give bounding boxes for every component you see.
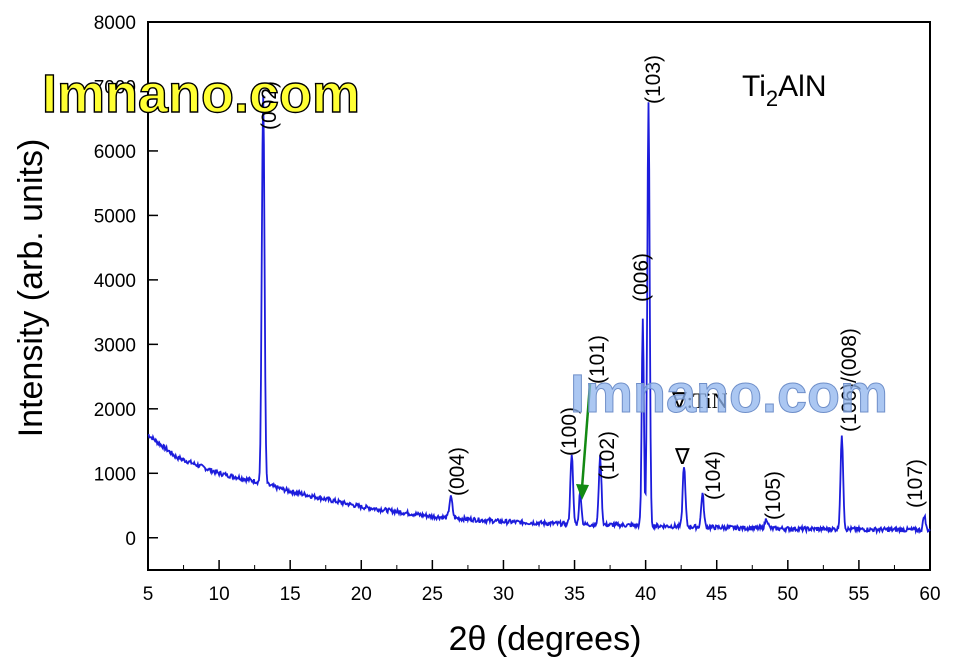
peak-label-101: (101) (586, 335, 609, 384)
sample-label-rest: AlN (778, 70, 826, 103)
peak-label-tin-triangle: ∇ (674, 444, 690, 469)
sample-label-main: Ti (742, 70, 766, 103)
x-tick-label: 40 (635, 584, 656, 605)
arrow-shaft (580, 383, 592, 489)
peak-label-004: (004) (446, 447, 469, 496)
x-tick-label: 5 (143, 584, 154, 605)
peak-label-106-008: (106)/(008) (838, 328, 861, 432)
x-axis-title: 2θ (degrees) (449, 620, 642, 658)
x-tick-label: 15 (280, 584, 301, 605)
y-tick-label: 1000 (94, 464, 136, 485)
x-tick-label: 25 (422, 584, 443, 605)
y-tick-label: 5000 (94, 206, 136, 227)
x-tick-label: 35 (564, 584, 585, 605)
y-tick-label: 8000 (94, 13, 136, 34)
x-tick-label: 60 (919, 584, 940, 605)
x-tick-label: 30 (493, 584, 514, 605)
x-tick-label: 20 (351, 584, 372, 605)
tin-legend: ∇:TiN (671, 388, 728, 413)
peak-label-002: (002) (258, 81, 281, 130)
diffraction-trace (147, 95, 931, 536)
x-tick-label: 10 (209, 584, 230, 605)
y-tick-label: 0 (125, 529, 136, 550)
y-axis-title: Intensity (arb. units) (12, 139, 50, 438)
peak-label-102: (102) (596, 431, 619, 480)
peak-label-107: (107) (904, 459, 927, 508)
x-tick-label: 55 (848, 584, 869, 605)
peak-label-105: (105) (762, 471, 785, 520)
sample-label-sub: 2 (766, 86, 778, 111)
axis-ticks: 5 10 15 20 25 30 35 40 45 50 55 60 0 1000 2000 3000 4000… (94, 13, 941, 605)
y-tick-label: 7000 (94, 77, 136, 98)
watermark-middle: Imnano.com (570, 364, 888, 424)
x-tick-label: 50 (777, 584, 798, 605)
y-tick-label: 4000 (94, 271, 136, 292)
sample-label: Ti2AlN (742, 70, 826, 111)
xrd-series-line (147, 95, 931, 536)
y-tick-label: 2000 (94, 400, 136, 421)
arrow-head (576, 484, 589, 500)
x-tick-label: 45 (706, 584, 727, 605)
watermark-top: Imnano.com (42, 64, 360, 124)
y-tick-label: 3000 (94, 335, 136, 356)
peak-label-100: (100) (558, 407, 581, 456)
y-tick-label: 6000 (94, 142, 136, 163)
arrow-101 (576, 383, 592, 500)
peak-label-006: (006) (630, 253, 653, 302)
peak-label-104: (104) (702, 451, 725, 500)
peak-label-103: (103) (642, 55, 665, 104)
